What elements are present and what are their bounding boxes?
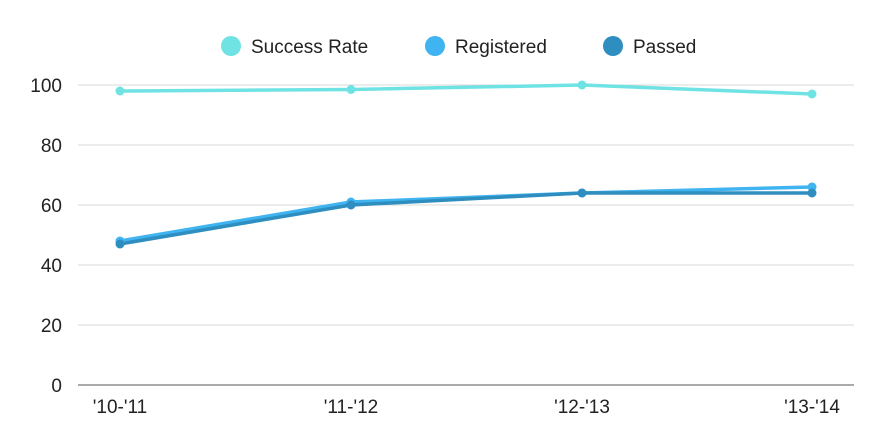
- y-tick-label: 0: [51, 376, 62, 397]
- legend-swatch: [221, 36, 241, 56]
- data-point: [577, 80, 587, 90]
- legend-label: Success Rate: [251, 37, 368, 58]
- legend-item: Success Rate: [221, 36, 368, 58]
- data-point: [115, 86, 125, 96]
- y-tick-label: 60: [41, 196, 62, 217]
- legend-label: Passed: [633, 37, 696, 58]
- data-point: [577, 188, 587, 198]
- legend-item: Passed: [603, 36, 696, 58]
- y-tick-label: 100: [30, 76, 62, 97]
- y-axis-ticks: 0 20 40 60 80 100: [30, 76, 62, 397]
- legend-label: Registered: [455, 37, 547, 58]
- data-series: [115, 80, 817, 249]
- legend-swatch: [603, 36, 623, 56]
- legend-item: Registered: [425, 36, 547, 58]
- y-tick-label: 80: [41, 136, 62, 157]
- data-point: [346, 85, 356, 94]
- x-tick-label: '10-'11: [93, 397, 147, 418]
- chart-legend: Success Rate Registered Passed: [221, 36, 696, 58]
- data-point: [115, 239, 125, 249]
- x-axis-ticks: '10-'11 '11-'12 '12-'13 '13-'14: [93, 397, 841, 418]
- series-success-rate: [115, 80, 817, 99]
- series-line: [118, 191, 814, 246]
- series-line: [118, 185, 814, 243]
- x-tick-label: '12-'13: [554, 397, 610, 418]
- series-passed: [115, 188, 817, 249]
- x-tick-label: '11-'12: [324, 397, 378, 418]
- y-tick-label: 40: [41, 256, 62, 277]
- x-tick-label: '13-'14: [784, 397, 840, 418]
- data-point: [807, 89, 817, 99]
- legend-swatch: [425, 36, 445, 56]
- data-point: [807, 188, 817, 198]
- y-tick-label: 20: [41, 316, 62, 337]
- series-line: [118, 83, 814, 96]
- grid-lines: [78, 84, 854, 386]
- data-point: [346, 200, 356, 210]
